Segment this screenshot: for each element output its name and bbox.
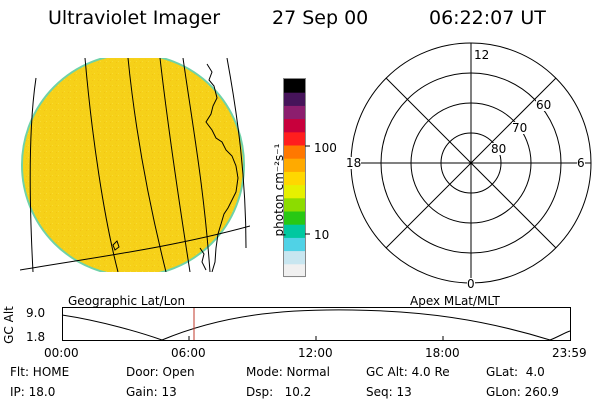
- info-glat: GLat: 4.0: [486, 365, 545, 379]
- colorbar-band: [284, 145, 305, 159]
- colorbar-band: [284, 250, 305, 265]
- colorbar-band: [284, 211, 305, 225]
- time-tick-0600: 06:00: [171, 346, 206, 360]
- mlt-label-12: 12: [474, 48, 490, 62]
- colorbar-tick-100: 100: [314, 141, 337, 155]
- info-glon: GLon: 260.9: [486, 385, 559, 399]
- colorbar-band: [284, 197, 305, 212]
- colorbar-unit-label: photon cm⁻²s⁻¹: [272, 143, 286, 237]
- info-filter: Flt: HOME: [10, 365, 70, 379]
- colorbar-band: [284, 158, 305, 172]
- info-door: Door: Open: [126, 365, 195, 379]
- image-time: 06:22:07 UT: [429, 7, 546, 29]
- info-seq: Seq: 13: [366, 385, 412, 399]
- info-ip: IP: 18.0: [10, 385, 56, 399]
- mlt-label-18: 18: [346, 156, 362, 170]
- polar-plot: [350, 42, 592, 284]
- info-gc-alt: GC Alt: 4.0 Re: [366, 365, 450, 379]
- apex-panel-label: Apex MLat/MLT: [410, 294, 500, 308]
- orbit-axis-label: GC Alt: [1, 306, 16, 344]
- orbit-plot: [61, 307, 571, 341]
- geographic-image: [20, 58, 250, 272]
- info-dsp: Dsp: 10.2: [246, 385, 312, 399]
- colorbar: [283, 78, 310, 278]
- colorbar-tick-10: 10: [314, 228, 330, 242]
- mlat-label-80: 80: [491, 142, 507, 156]
- colorbar-band: [284, 79, 305, 93]
- orbit-tick-max: 9.0: [26, 306, 46, 320]
- mlat-label-60: 60: [536, 98, 552, 112]
- info-mode: Mode: Normal: [246, 365, 330, 379]
- time-tick-0000: 00:00: [44, 346, 79, 360]
- colorbar-band: [284, 92, 305, 106]
- colorbar-band: [284, 263, 305, 278]
- time-tick-1800: 18:00: [425, 346, 460, 360]
- orbit-tick-min: 1.8: [26, 330, 46, 344]
- instrument-title: Ultraviolet Imager: [48, 7, 221, 29]
- colorbar-band: [284, 171, 305, 186]
- image-date: 27 Sep 00: [272, 7, 369, 29]
- time-tick-2359: 23:59: [552, 346, 587, 360]
- info-gain: Gain: 13: [126, 385, 177, 399]
- mlat-label-70: 70: [512, 121, 528, 135]
- time-tick-1200: 12:00: [298, 346, 333, 360]
- geographic-panel-label: Geographic Lat/Lon: [68, 294, 186, 308]
- colorbar-band: [284, 224, 305, 238]
- colorbar-band: [284, 237, 305, 252]
- colorbar-band: [284, 131, 305, 146]
- mlt-label-0: 0: [467, 277, 475, 291]
- colorbar-band: [284, 118, 305, 133]
- colorbar-band: [284, 184, 305, 199]
- colorbar-band: [284, 105, 305, 120]
- mlt-label-6: 6: [577, 156, 585, 170]
